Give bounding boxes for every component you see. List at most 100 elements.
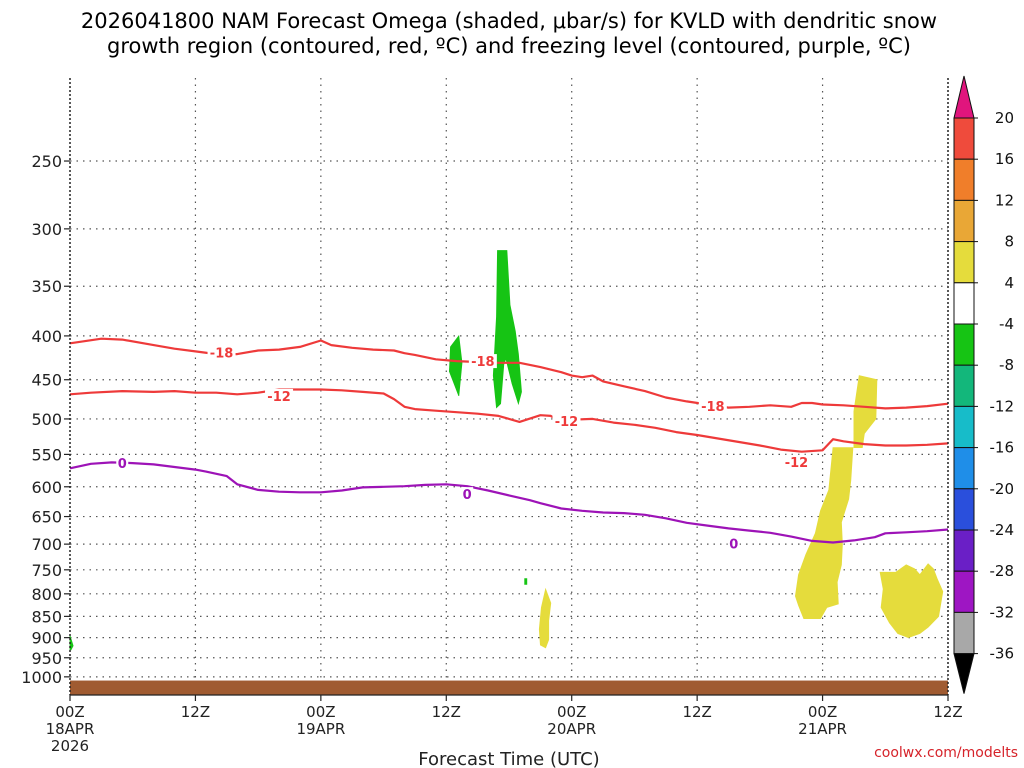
colorbar-swatch-7 — [953, 364, 975, 407]
colorbar-label-9: -16 — [990, 439, 1015, 457]
colorbar-label-8: -12 — [990, 397, 1015, 415]
contour-label-bg-2-1 — [265, 388, 294, 403]
colorbar-swatch-10 — [953, 488, 975, 531]
omega-region-5 — [538, 587, 552, 649]
x-tick-label-h84-1: 12Z — [933, 703, 962, 721]
x-tick-label-h72-1: 00Z — [808, 703, 837, 721]
contour-label-2-2: -12 — [555, 415, 579, 430]
colorbar-label-11: -24 — [990, 521, 1015, 539]
colorbar-label-13: -32 — [990, 603, 1015, 621]
colorbar-swatch-2 — [953, 158, 975, 201]
colorbar-bottom-arrow — [953, 653, 975, 694]
contour-label-1-1: -18 — [210, 346, 234, 361]
contour-label-bg-3-3 — [727, 536, 740, 551]
contour-label-bg-3-2 — [461, 487, 474, 502]
contour-label-3-2: 0 — [463, 488, 472, 503]
colorbar-label-14: -36 — [990, 645, 1015, 663]
x-tick-label-h12-1: 12Z — [181, 703, 210, 721]
y-tick-label-400: 400 — [31, 327, 62, 346]
colorbar-label-6: -4 — [999, 315, 1014, 333]
y-tick-label-300: 300 — [31, 220, 62, 239]
x-tick-label-h60-1: 12Z — [682, 703, 711, 721]
x-tick-label-h0-2: 18APR — [46, 720, 95, 738]
contour-label-2-3: -12 — [785, 456, 809, 471]
colorbar-top-arrow — [953, 75, 975, 119]
omega-region-4 — [524, 578, 528, 585]
contour-label-1-3: -18 — [701, 400, 725, 415]
colorbar-label-1: 20 — [995, 109, 1014, 127]
x-tick-label-h0-3: 2026 — [51, 737, 89, 755]
y-tick-label-700: 700 — [31, 535, 62, 554]
colorbar-swatch-9 — [953, 447, 975, 490]
contour-label-bg-1-1 — [207, 345, 236, 360]
colorbar-swatch-6 — [953, 323, 975, 366]
y-tick-label-900: 900 — [31, 629, 62, 648]
credit-link[interactable]: coolwx.com/modelts — [874, 745, 1018, 761]
y-tick-label-600: 600 — [31, 478, 62, 497]
x-tick-label-h24-2: 19APR — [296, 720, 345, 738]
y-tick-label-850: 850 — [31, 607, 62, 626]
contour-label-bg-3-1 — [116, 456, 129, 471]
x-tick-label-h72-2: 21APR — [798, 720, 847, 738]
colorbar-label-12: -28 — [990, 562, 1015, 580]
x-tick-label-h24-1: 00Z — [306, 703, 335, 721]
contour-label-bg-2-3 — [782, 454, 811, 469]
omega-region-2 — [448, 334, 463, 397]
colorbar-swatch-12 — [953, 570, 975, 613]
colorbar-swatch-13 — [953, 611, 975, 655]
contour-label-bg-2-2 — [552, 414, 581, 429]
y-tick-label-950: 950 — [31, 649, 62, 668]
y-tick-label-250: 250 — [31, 152, 62, 171]
contour-label-3-1: 0 — [118, 457, 127, 472]
y-tick-label-450: 450 — [31, 371, 62, 390]
colorbar-swatch-4 — [953, 241, 975, 284]
contour-label-bg-1-3 — [698, 399, 727, 414]
colorbar: 20 16 12 8 4 -4 -8 -12 -16 -20 -24 -28 -32 -36 — [953, 75, 1015, 694]
contour-line-1 — [69, 337, 949, 410]
omega-region-8 — [879, 563, 944, 639]
omega-region-7 — [794, 447, 854, 619]
chart-title-line2: growth region (contoured, red, ºC) and f… — [107, 34, 911, 58]
contour-line-3 — [69, 461, 949, 544]
x-tick-label-h36-1: 12Z — [432, 703, 461, 721]
terrain-fill — [70, 680, 948, 695]
omega-region-1 — [69, 635, 74, 651]
y-tick-label-800: 800 — [31, 585, 62, 604]
colorbar-swatch-8 — [953, 405, 975, 449]
y-axis-ticks: 250 300 350 400 450 500 550 600 650 700 750 800 850 9… — [21, 152, 70, 687]
contour-label-3-3: 0 — [729, 538, 738, 553]
colorbar-label-4: 8 — [1004, 233, 1014, 251]
omega-region-6 — [853, 375, 878, 449]
y-tick-label-750: 750 — [31, 561, 62, 580]
colorbar-label-3: 12 — [995, 191, 1014, 209]
contour-label-1-2: -18 — [471, 355, 495, 370]
y-tick-label-1000: 1000 — [21, 668, 62, 687]
terrain-band — [70, 680, 948, 695]
colorbar-swatch-11 — [953, 529, 975, 572]
x-axis-label: Forecast Time (UTC) — [418, 749, 599, 768]
x-tick-label-h48-1: 00Z — [557, 703, 586, 721]
colorbar-label-7: -8 — [999, 356, 1014, 374]
colorbar-swatch-3 — [953, 199, 975, 243]
x-tick-label-h0-1: 00Z — [55, 703, 84, 721]
colorbar-swatch-5 — [953, 282, 975, 325]
colorbar-swatch-1 — [953, 117, 975, 160]
x-tick-label-h48-2: 20APR — [547, 720, 596, 738]
colorbar-label-5: 4 — [1004, 274, 1014, 292]
y-tick-label-650: 650 — [31, 508, 62, 527]
chart-title-line1: 2026041800 NAM Forecast Omega (shaded, μ… — [81, 9, 937, 33]
colorbar-label-2: 16 — [995, 150, 1014, 168]
temperature-contours: -18 -18 -18 -12 -12 -12 0 0 0 — [69, 337, 949, 553]
contour-line-2 — [69, 388, 949, 453]
contour-label-bg-1-2 — [468, 354, 497, 369]
plot-frame — [69, 78, 949, 696]
omega-region-3 — [492, 250, 522, 409]
y-tick-label-550: 550 — [31, 445, 62, 464]
y-tick-label-500: 500 — [31, 410, 62, 429]
colorbar-label-10: -20 — [990, 480, 1015, 498]
omega-shading — [69, 250, 944, 651]
contour-label-2-1: -12 — [267, 390, 291, 405]
y-tick-label-350: 350 — [31, 277, 62, 296]
